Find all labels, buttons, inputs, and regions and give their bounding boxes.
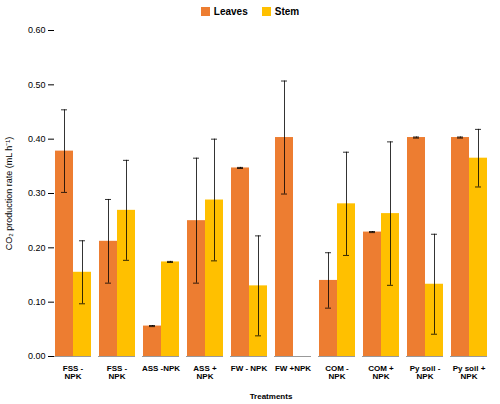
svg-text:0.10: 0.10 bbox=[28, 297, 46, 307]
svg-text:ASS -NPK: ASS -NPK bbox=[142, 364, 180, 373]
svg-text:0.50: 0.50 bbox=[28, 80, 46, 90]
svg-text:FSS -NPK: FSS -NPK bbox=[63, 364, 84, 381]
svg-text:COM -NPK: COM -NPK bbox=[325, 364, 349, 381]
svg-text:0.60: 0.60 bbox=[28, 25, 46, 35]
svg-text:0.00: 0.00 bbox=[28, 351, 46, 361]
svg-text:Py soil -NPK: Py soil -NPK bbox=[410, 364, 441, 381]
svg-text:Treatments: Treatments bbox=[250, 392, 293, 401]
svg-text:CO₂ production rate (mL h⁻¹): CO₂ production rate (mL h⁻¹) bbox=[4, 137, 14, 251]
svg-text:0.20: 0.20 bbox=[28, 243, 46, 253]
html-text:Stem: Stem bbox=[274, 5, 300, 17]
svg-text:0.40: 0.40 bbox=[28, 134, 46, 144]
svg-text:ASS +NPK: ASS +NPK bbox=[193, 364, 217, 381]
svg-text:FW - NPK: FW - NPK bbox=[231, 364, 268, 373]
svg-text:0.30: 0.30 bbox=[28, 188, 46, 198]
svg-text:Py soil +NPK: Py soil +NPK bbox=[453, 364, 486, 381]
svg-text:COM +NPK: COM +NPK bbox=[368, 364, 394, 381]
svg-text:FSS -NPK: FSS -NPK bbox=[107, 364, 128, 381]
svg-text:FW +NPK: FW +NPK bbox=[275, 364, 311, 373]
html-text:Leaves: Leaves bbox=[213, 5, 248, 17]
